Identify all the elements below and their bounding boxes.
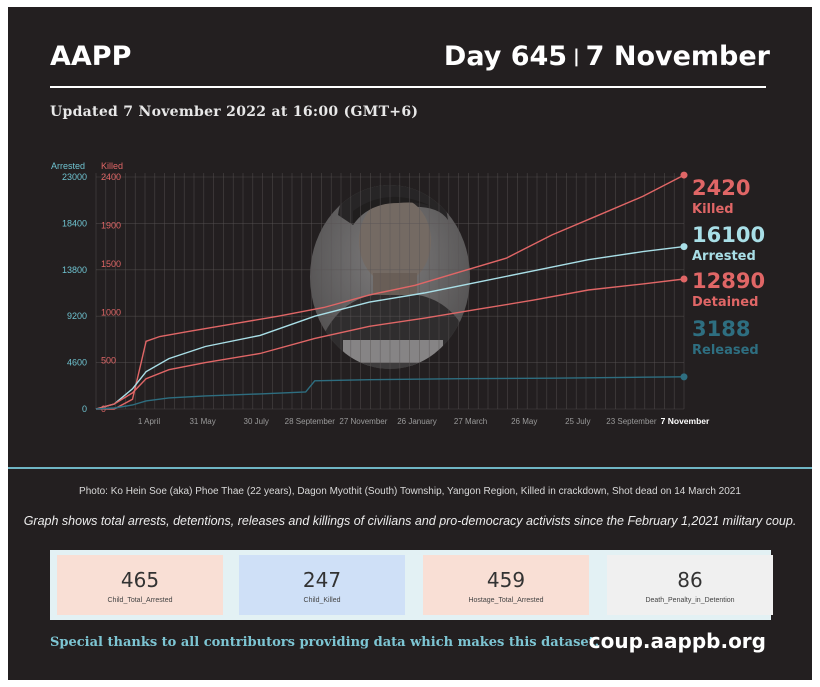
series-name-detained: Detained xyxy=(692,295,758,310)
left-axis-tick-label: 13800 xyxy=(62,265,87,275)
stat-value: 459 xyxy=(486,568,526,592)
x-axis-tick-label: 7 November xyxy=(661,416,710,426)
left-axis-tick-label: 4600 xyxy=(67,358,87,368)
stat-card-death-penalty-in-detention: 86 Death_Penalty_in_Detention xyxy=(607,555,773,615)
day-date: 7 November xyxy=(585,41,770,72)
day-heading: Day 645 | 7 November xyxy=(444,41,770,72)
stat-label: Death_Penalty_in_Detention xyxy=(645,597,735,604)
x-axis-tick-label: 26 January xyxy=(397,417,437,426)
right-axis-tick-label: 1900 xyxy=(101,220,121,230)
stat-label: Child_Killed xyxy=(303,597,341,604)
right-axis-tick-label: 500 xyxy=(101,356,116,366)
left-axis-tick-label: 18400 xyxy=(62,218,87,228)
victim-portrait-photo xyxy=(310,185,470,369)
left-axis-title: Arrested xyxy=(51,161,85,171)
left-axis-tick-label: 9200 xyxy=(67,311,87,321)
day-count: Day 645 xyxy=(443,41,568,72)
x-axis-tick-label: 23 September xyxy=(606,417,657,426)
series-line-released xyxy=(95,376,685,410)
x-axis-tick-label: 27 March xyxy=(454,417,487,426)
x-axis-tick-label: 28 September xyxy=(285,417,336,426)
series-end-dot-detained xyxy=(680,275,688,283)
x-axis-tick-label: 31 May xyxy=(189,417,215,426)
stat-label: Hostage_Total_Arrested xyxy=(468,597,544,604)
stat-value: 247 xyxy=(302,568,342,592)
series-name-released: Released xyxy=(692,343,759,358)
line-chart: Arrested Killed 0 4600 9200 13800 18400 23000… xyxy=(51,161,765,426)
chart-grid xyxy=(95,173,685,410)
thanks-note: Special thanks to all contributors provi… xyxy=(50,635,600,650)
x-axis-tick-label: 30 July xyxy=(244,417,269,426)
series-line-killed xyxy=(96,174,685,410)
series-final-value-detained: 12890 xyxy=(692,269,765,293)
series-name-arrested: Arrested xyxy=(692,249,756,264)
day-separator: | xyxy=(573,46,580,67)
right-axis-title: Killed xyxy=(101,161,123,171)
left-axis-tick-label: 0 xyxy=(82,404,87,414)
stat-label: Child_Total_Arrested xyxy=(107,597,173,604)
series-line-arrested xyxy=(95,245,685,410)
photo-caption: Photo: Ko Hein Soe (aka) Phoe Thae (22 y… xyxy=(79,486,741,497)
x-axis-tick-label: 1 April xyxy=(138,417,160,426)
series-final-value-killed: 2420 xyxy=(692,176,750,200)
series-final-value-arrested: 16100 xyxy=(692,223,765,247)
series-end-dot-killed xyxy=(680,171,688,179)
stat-card-child-killed: 247 Child_Killed xyxy=(239,555,405,615)
series-name-killed: Killed xyxy=(692,202,734,217)
series-end-labels: 2420 Killed 16100 Arrested 12890 Detained 3188… xyxy=(692,176,765,358)
x-axis-tick-label: 27 November xyxy=(339,417,387,426)
section-divider xyxy=(8,467,812,469)
website-link[interactable]: coup.aappb.org xyxy=(588,629,766,653)
series-end-dot-arrested xyxy=(680,243,688,251)
series-line-detained xyxy=(95,278,685,410)
right-axis-tick-label: 1000 xyxy=(101,307,121,317)
stat-value: 465 xyxy=(120,568,160,592)
x-axis-tick-label: 26 May xyxy=(511,417,537,426)
infographic-frame: AAPP Day 645 | 7 November Updated 7 Novemb… xyxy=(8,7,812,680)
series-final-value-released: 3188 xyxy=(692,317,750,341)
chart-series xyxy=(95,171,688,410)
org-title: AAPP xyxy=(50,41,132,72)
series-end-dot-released xyxy=(680,373,688,381)
stat-card-child-total-arrested: 465 Child_Total_Arrested xyxy=(57,555,223,615)
left-axis-tick-label: 23000 xyxy=(62,172,87,182)
updated-timestamp: Updated 7 November 2022 at 16:00 (GMT+6) xyxy=(50,104,419,120)
graph-description: Graph shows total arrests, detentions, r… xyxy=(23,514,797,528)
right-axis-tick-label: 2400 xyxy=(101,172,121,182)
stats-strip: 465 Child_Total_Arrested 247 Child_Kille… xyxy=(50,550,773,620)
stat-card-hostage-total-arrested: 459 Hostage_Total_Arrested xyxy=(423,555,589,615)
right-axis-tick-label: 1500 xyxy=(101,259,121,269)
stat-value: 86 xyxy=(677,568,703,592)
header-rule xyxy=(50,86,766,88)
x-axis-tick-label: 25 July xyxy=(565,417,590,426)
